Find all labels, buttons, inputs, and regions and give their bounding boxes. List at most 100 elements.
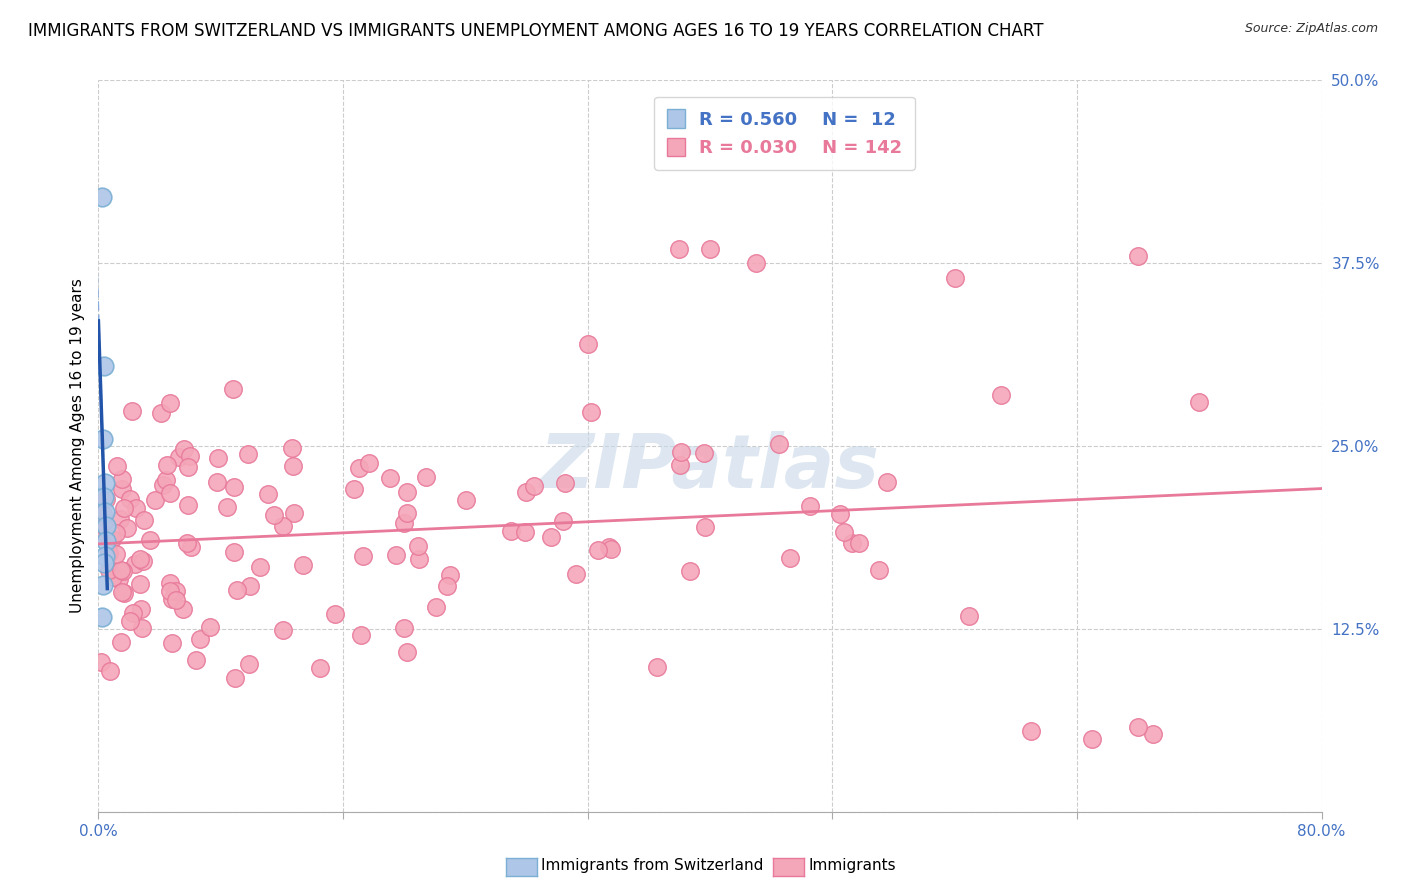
Point — [110, 563, 132, 577]
Point — [122, 606, 145, 620]
Point — [645, 660, 668, 674]
Point — [180, 541, 202, 555]
Point — [343, 482, 366, 496]
Point — [406, 539, 429, 553]
Text: ZIPatlas: ZIPatlas — [540, 432, 880, 505]
Point — [271, 623, 294, 637]
Point — [695, 520, 717, 534]
Point — [94, 475, 117, 490]
Point — [159, 584, 181, 599]
Point — [692, 446, 714, 460]
Point — [105, 525, 128, 540]
Point — [111, 584, 134, 599]
Point — [101, 570, 124, 584]
Point — [394, 621, 416, 635]
Point — [283, 506, 305, 520]
Point — [120, 492, 142, 507]
Point — [91, 432, 114, 446]
Point — [91, 517, 114, 532]
Point — [90, 656, 112, 670]
Point — [1188, 395, 1211, 409]
Point — [565, 567, 588, 582]
Point — [159, 575, 181, 590]
Point — [98, 563, 121, 577]
Point — [576, 336, 599, 351]
Point — [395, 485, 418, 500]
Point — [152, 478, 174, 492]
Point — [943, 270, 966, 285]
Point — [699, 242, 721, 256]
Point — [129, 552, 152, 566]
Point — [1019, 724, 1042, 739]
Point — [396, 506, 419, 520]
Point — [347, 460, 370, 475]
Point — [222, 480, 245, 494]
Point — [378, 471, 401, 485]
Point — [868, 563, 890, 577]
Point — [124, 557, 146, 571]
Point — [395, 645, 418, 659]
Point — [554, 476, 576, 491]
Point — [779, 551, 801, 566]
Point — [349, 628, 371, 642]
Point — [101, 532, 124, 546]
Point — [173, 442, 195, 456]
Point — [323, 607, 346, 621]
Point — [523, 479, 546, 493]
Point — [179, 449, 201, 463]
Point — [165, 583, 187, 598]
Point — [129, 602, 152, 616]
Point — [184, 653, 207, 667]
Point — [238, 657, 260, 671]
Point — [124, 501, 146, 516]
Point — [1081, 731, 1104, 746]
Point — [93, 549, 115, 563]
Point — [215, 500, 238, 514]
Point — [408, 552, 430, 566]
Point — [111, 482, 134, 496]
Point — [257, 487, 280, 501]
Point — [177, 498, 200, 512]
Point — [586, 542, 609, 557]
Point — [671, 444, 693, 458]
Point — [515, 485, 537, 500]
Legend: R = 0.560    N =  12, R = 0.030    N = 142: R = 0.560 N = 12, R = 0.030 N = 142 — [654, 96, 915, 169]
Point — [226, 583, 249, 598]
Point — [239, 579, 262, 593]
Point — [291, 558, 314, 572]
Point — [155, 474, 177, 488]
Point — [132, 554, 155, 568]
Point — [93, 556, 115, 570]
Point — [309, 661, 332, 675]
Point — [108, 512, 131, 526]
Point — [188, 632, 211, 646]
Point — [156, 458, 179, 472]
Point — [160, 636, 183, 650]
Point — [579, 404, 602, 418]
Point — [669, 458, 692, 473]
Point — [115, 520, 138, 534]
Point — [599, 542, 621, 557]
Point — [745, 256, 768, 270]
Point — [799, 499, 821, 513]
Point — [359, 455, 381, 469]
Point — [1128, 249, 1150, 263]
Point — [222, 382, 245, 396]
Point — [830, 507, 852, 521]
Point — [832, 525, 855, 540]
Point — [236, 447, 259, 461]
Point — [439, 568, 461, 582]
Point — [990, 388, 1012, 402]
Point — [841, 535, 863, 549]
Point — [957, 609, 980, 624]
Text: IMMIGRANTS FROM SWITZERLAND VS IMMIGRANTS UNEMPLOYMENT AMONG AGES 16 TO 19 YEARS: IMMIGRANTS FROM SWITZERLAND VS IMMIGRANT… — [28, 22, 1043, 40]
Point — [513, 525, 536, 540]
Point — [98, 546, 121, 560]
Point — [118, 614, 141, 628]
Point — [91, 507, 114, 521]
Point — [159, 486, 181, 500]
Point — [876, 475, 898, 489]
Point — [93, 490, 115, 504]
Point — [553, 514, 575, 528]
Point — [91, 610, 114, 624]
